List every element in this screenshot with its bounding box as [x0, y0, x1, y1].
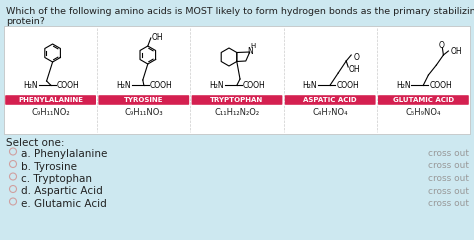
Circle shape: [9, 161, 17, 168]
Text: H₂N: H₂N: [23, 80, 37, 90]
Text: ASPATIC ACID: ASPATIC ACID: [303, 97, 357, 103]
FancyBboxPatch shape: [191, 95, 283, 105]
Text: TYROSINE: TYROSINE: [124, 97, 164, 103]
Text: cross out: cross out: [428, 199, 469, 208]
Text: OH: OH: [152, 32, 164, 42]
Text: protein?: protein?: [6, 17, 45, 26]
Text: H₂N: H₂N: [302, 80, 317, 90]
Text: H₂N: H₂N: [210, 80, 224, 90]
FancyBboxPatch shape: [4, 26, 470, 134]
Text: Which of the following amino acids is MOST likely to form hydrogen bonds as the : Which of the following amino acids is MO…: [6, 7, 474, 16]
Circle shape: [9, 148, 17, 155]
Text: COOH: COOH: [429, 80, 452, 90]
Text: cross out: cross out: [428, 186, 469, 196]
Text: d. Aspartic Acid: d. Aspartic Acid: [21, 186, 103, 197]
FancyBboxPatch shape: [5, 95, 96, 105]
FancyBboxPatch shape: [378, 95, 469, 105]
Text: OH: OH: [348, 65, 360, 73]
Text: COOH: COOH: [243, 80, 266, 90]
Text: cross out: cross out: [428, 162, 469, 170]
Text: Select one:: Select one:: [6, 138, 64, 148]
Text: C₁₁H₁₂N₂O₂: C₁₁H₁₂N₂O₂: [214, 108, 260, 117]
Text: H₂N: H₂N: [396, 80, 410, 90]
Text: e. Glutamic Acid: e. Glutamic Acid: [21, 199, 107, 209]
Circle shape: [9, 198, 17, 205]
Text: COOH: COOH: [336, 80, 359, 90]
Text: O: O: [438, 42, 444, 50]
Text: cross out: cross out: [428, 149, 469, 158]
Text: cross out: cross out: [428, 174, 469, 183]
FancyBboxPatch shape: [99, 95, 189, 105]
Text: GLUTAMIC ACID: GLUTAMIC ACID: [393, 97, 454, 103]
Circle shape: [9, 186, 17, 192]
Text: TRYPTOPHAN: TRYPTOPHAN: [210, 97, 264, 103]
Text: COOH: COOH: [56, 80, 79, 90]
Text: PHENYLALANINE: PHENYLALANINE: [18, 97, 83, 103]
Text: a. Phenylalanine: a. Phenylalanine: [21, 149, 108, 159]
Text: COOH: COOH: [150, 80, 173, 90]
Text: OH: OH: [450, 48, 462, 56]
Text: C₅H₉NO₄: C₅H₉NO₄: [406, 108, 441, 117]
Text: b. Tyrosine: b. Tyrosine: [21, 162, 77, 172]
Circle shape: [9, 173, 17, 180]
Text: N: N: [247, 48, 253, 56]
Text: C₉H₁₁NO₂: C₉H₁₁NO₂: [31, 108, 70, 117]
Text: C₄H₇NO₄: C₄H₇NO₄: [312, 108, 348, 117]
Text: H: H: [251, 43, 256, 49]
FancyBboxPatch shape: [285, 95, 375, 105]
Text: c. Tryptophan: c. Tryptophan: [21, 174, 92, 184]
Text: H₂N: H₂N: [116, 80, 131, 90]
Text: C₉H₁₁NO₃: C₉H₁₁NO₃: [125, 108, 163, 117]
Text: O: O: [353, 53, 359, 61]
